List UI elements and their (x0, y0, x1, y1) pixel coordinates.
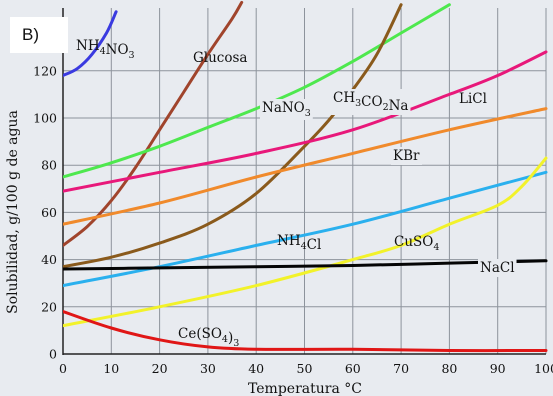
y-tick-40: 40 (41, 252, 57, 267)
tick-labels: 0 10 20 30 40 50 60 70 80 90 100 0 20 40 60 80 100 120 (33, 63, 553, 376)
series-line-nacl (63, 259, 548, 271)
series-label-bg-kbr (391, 147, 423, 165)
y-tick-20: 20 (41, 299, 57, 314)
series-label-bg-ch3co2na (331, 89, 411, 115)
x-tick-0: 0 (59, 361, 67, 376)
series-label-nh4no3: NH4NO3 (76, 38, 135, 61)
series-label-nano3: NaNO3 (262, 100, 311, 119)
y-tick-100: 100 (33, 111, 57, 126)
series-line-cuso4 (63, 156, 548, 328)
y-tick-0: 0 (49, 347, 57, 362)
x-tick-20: 20 (152, 361, 168, 376)
x-tick-40: 40 (248, 361, 264, 376)
series-line-kbr (63, 107, 548, 226)
y-tick-60: 60 (41, 205, 57, 220)
x-tick-100: 100 (534, 361, 553, 376)
series-line-licl (63, 50, 548, 193)
series-label-licl: LiCl (459, 91, 487, 107)
series-label-ce-so4-3: Ce(SO4)3 (178, 326, 239, 349)
series-label-cuso4: CuSO4 (394, 234, 439, 253)
x-tick-80: 80 (441, 361, 457, 376)
series-labels: NH4NO3 Glucosa NaNO3 CH3CO2Na LiCl KBr NH4Cl Cu… (76, 38, 517, 349)
series-line-nh4no3 (63, 10, 118, 77)
series-label-nacl: NaCl (480, 260, 515, 276)
y-axis-title: Solubilidad, g/100 g de agua (5, 110, 21, 314)
series-label-glucosa: Glucosa (193, 50, 247, 66)
x-tick-30: 30 (200, 361, 216, 376)
series-label-kbr: KBr (393, 148, 420, 164)
series-label-bg-nacl (478, 259, 517, 277)
series-line-ce-so4-3 (63, 310, 548, 353)
x-tick-90: 90 (490, 361, 506, 376)
y-tick-80: 80 (41, 158, 57, 173)
panel-label: B) (10, 17, 68, 53)
x-tick-10: 10 (103, 361, 119, 376)
series-line-nano3 (63, 3, 451, 179)
series-label-bg-nano3 (260, 99, 313, 120)
axes (62, 8, 546, 355)
series-label-ch3co2na: CH3CO2Na (333, 90, 408, 114)
x-tick-60: 60 (345, 361, 361, 376)
series-label-nh4cl: NH4Cl (277, 233, 321, 253)
x-tick-50: 50 (297, 361, 313, 376)
x-tick-70: 70 (393, 361, 409, 376)
y-tick-120: 120 (33, 63, 57, 78)
x-axis-title: Temperatura °C (248, 381, 362, 396)
series-lines (63, 0, 548, 353)
series-line-glucosa (63, 0, 244, 247)
